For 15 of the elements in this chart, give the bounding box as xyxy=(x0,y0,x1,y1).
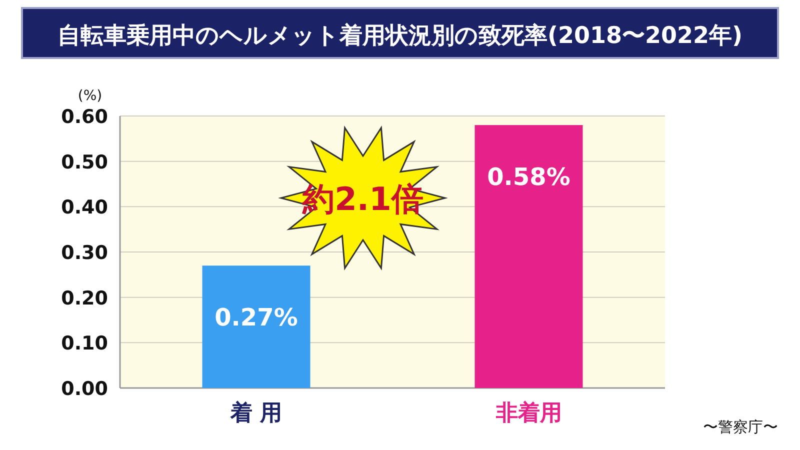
annotation: 約2.1倍 xyxy=(302,180,424,218)
data-label: 0.27% xyxy=(214,304,298,332)
y-tick-label: 0.20 xyxy=(61,287,108,310)
y-tick-label: 0.40 xyxy=(61,196,108,219)
y-axis-title: (%) xyxy=(78,88,102,104)
y-tick-label: 0.60 xyxy=(61,106,108,128)
y-tick-label: 0.00 xyxy=(61,378,108,400)
y-tick-label: 0.30 xyxy=(61,242,108,264)
x-tick-label: 非着用 xyxy=(494,400,562,426)
data-label: 0.58% xyxy=(487,163,570,192)
y-tick-label: 0.10 xyxy=(61,332,108,355)
text: 〜警察庁〜 xyxy=(703,418,778,436)
x-tick-label: 着 用 xyxy=(229,400,282,426)
chart-title: 自転車乗用中のヘルメット着用状況別の致死率(2018〜2022年) xyxy=(57,22,743,49)
y-tick-label: 0.50 xyxy=(61,151,108,174)
